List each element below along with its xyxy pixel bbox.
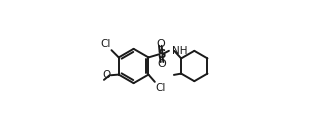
Text: O: O [158, 59, 166, 69]
Text: Cl: Cl [155, 83, 166, 93]
Text: NH: NH [172, 46, 187, 56]
Text: O: O [156, 39, 165, 49]
Text: Cl: Cl [100, 39, 110, 49]
Text: S: S [157, 48, 165, 61]
Text: O: O [102, 70, 110, 80]
